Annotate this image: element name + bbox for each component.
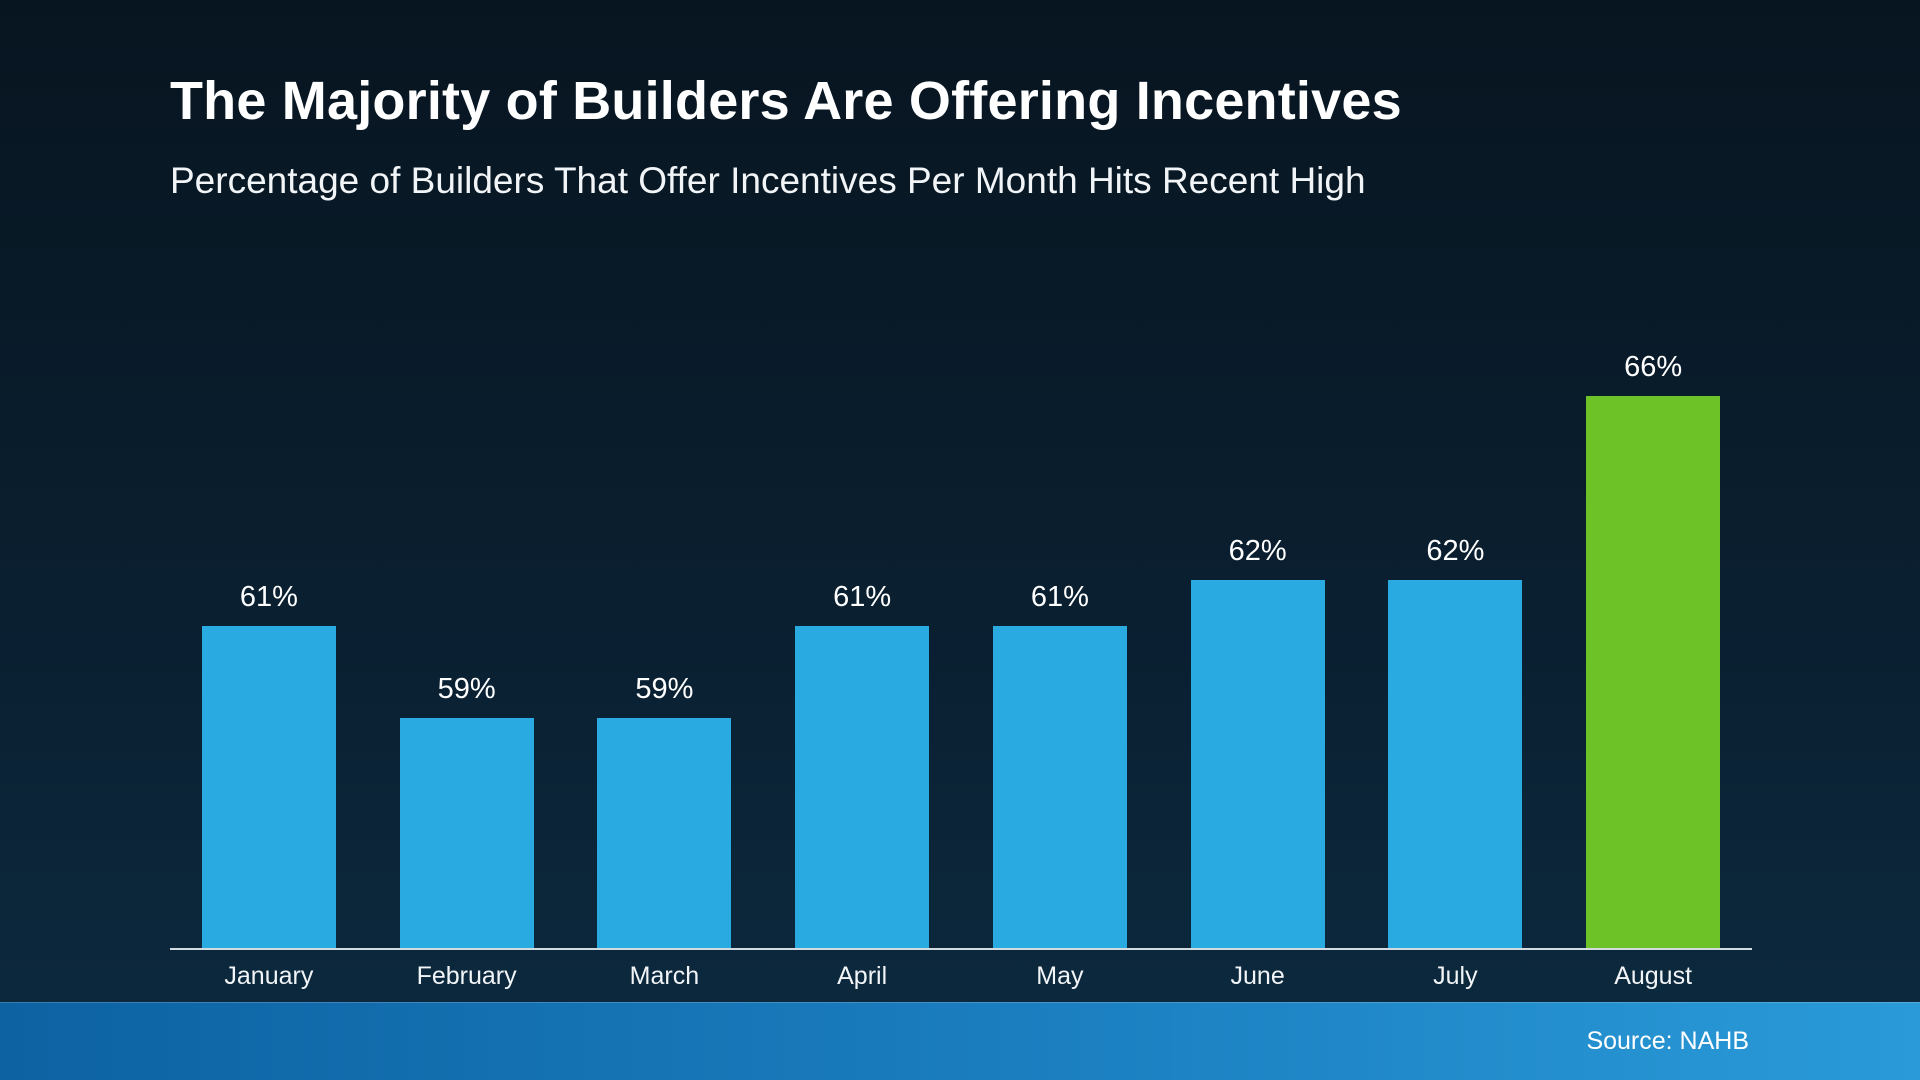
footer-bar: Source: NAHB [0, 1002, 1920, 1080]
bar-value-label: 59% [437, 673, 496, 705]
bar-may [992, 626, 1127, 948]
bar-chart: 61% 59% 59% 61% 61% 62% 62% 66% [170, 330, 1752, 950]
x-axis-label: April [837, 962, 888, 990]
x-axis-label: July [1433, 962, 1478, 990]
bar-february [399, 718, 534, 948]
x-axis-label: May [1036, 962, 1084, 990]
x-axis-labels: January February March April May June July Augu… [170, 962, 1752, 991]
x-axis-label: February [416, 962, 517, 990]
x-axis-label: January [224, 962, 314, 990]
bar-june [1190, 580, 1325, 948]
bar-march [597, 718, 732, 948]
bar-july [1388, 580, 1523, 948]
x-axis-label: March [629, 962, 700, 990]
bar-value-label: 61% [239, 581, 298, 613]
bars-container: 61% 59% 59% 61% 61% 62% 62% 66% [170, 330, 1752, 948]
chart-subtitle: Percentage of Builders That Offer Incent… [170, 160, 1366, 201]
bar-column: 61% [961, 581, 1159, 948]
bar-column: 61% [170, 581, 368, 948]
chart-title: The Majority of Builders Are Offering In… [170, 71, 1402, 131]
bar-column: 61% [763, 581, 961, 948]
bar-column: 59% [566, 673, 764, 948]
bar-column: 62% [1357, 535, 1555, 948]
bar-january [201, 626, 336, 948]
source-label: Source: NAHB [1586, 1027, 1749, 1055]
x-axis-label: August [1614, 962, 1693, 990]
bar-value-label: 62% [1228, 535, 1287, 567]
bar-value-label: 61% [833, 581, 892, 613]
bar-column: 62% [1159, 535, 1357, 948]
bar-column: 59% [368, 673, 566, 948]
bar-value-label: 59% [635, 673, 694, 705]
x-axis-line [170, 948, 1752, 950]
bar-value-label: 66% [1624, 351, 1683, 383]
bar-value-label: 61% [1030, 581, 1089, 613]
bar-april [795, 626, 930, 948]
x-axis-label: June [1230, 962, 1285, 990]
bar-value-label: 62% [1426, 535, 1485, 567]
bar-column: 66% [1554, 351, 1752, 948]
chart-header: The Majority of Builders Are Offering In… [170, 70, 1402, 202]
bar-august [1586, 396, 1721, 948]
